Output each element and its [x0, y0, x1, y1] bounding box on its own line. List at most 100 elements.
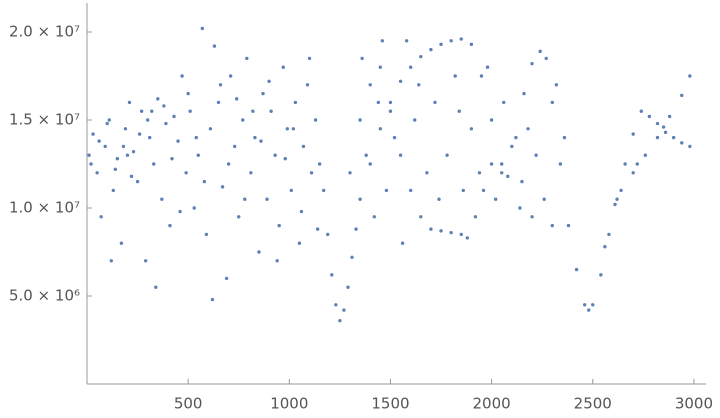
x-tick-label: 3000 — [675, 395, 713, 413]
data-point — [453, 74, 457, 78]
data-point — [419, 54, 423, 59]
data-point — [87, 153, 91, 157]
data-point — [265, 197, 269, 201]
data-point — [500, 162, 504, 166]
data-point — [348, 171, 352, 175]
data-point — [607, 232, 611, 237]
data-point — [378, 127, 383, 131]
data-point — [413, 118, 417, 122]
data-point — [218, 83, 223, 87]
data-point — [135, 179, 140, 184]
data-point — [582, 303, 587, 307]
data-point — [259, 139, 263, 143]
data-point — [178, 209, 182, 214]
data-point — [309, 171, 314, 175]
data-point — [655, 135, 660, 140]
data-point — [380, 39, 385, 43]
data-point — [297, 241, 302, 245]
x-tick-label: 1500 — [371, 395, 409, 413]
data-point — [520, 179, 524, 184]
data-point — [237, 215, 241, 219]
data-point — [277, 223, 281, 228]
data-point — [109, 259, 113, 263]
data-point — [354, 227, 358, 231]
data-point — [342, 308, 346, 312]
data-point — [680, 93, 684, 98]
data-point — [360, 56, 364, 61]
data-point — [170, 157, 174, 161]
data-point — [613, 202, 617, 207]
data-point — [408, 65, 413, 69]
data-point — [550, 223, 554, 228]
data-point — [267, 79, 271, 83]
data-point — [558, 162, 563, 166]
y-tick-label: 2.0 × 10⁷ — [9, 23, 80, 41]
data-point — [398, 153, 403, 157]
data-point — [688, 74, 692, 78]
data-point — [542, 197, 546, 201]
data-point — [688, 144, 692, 149]
data-point — [481, 188, 486, 193]
data-point — [245, 56, 249, 61]
data-point — [160, 197, 164, 201]
data-point — [125, 153, 130, 157]
data-point — [398, 79, 403, 83]
data-point — [485, 65, 490, 69]
data-point — [202, 179, 207, 184]
data-point — [404, 39, 409, 43]
y-tick-label: 5.0 × 10⁶ — [9, 287, 80, 305]
data-point — [91, 132, 95, 136]
data-point — [530, 61, 534, 66]
data-point — [392, 135, 397, 140]
data-point — [615, 197, 619, 201]
data-point — [591, 303, 595, 307]
data-point — [384, 188, 389, 193]
data-point — [457, 109, 461, 113]
data-point — [137, 132, 142, 136]
data-point — [139, 109, 144, 113]
data-point — [89, 162, 93, 166]
data-point — [152, 162, 156, 166]
data-point — [103, 144, 107, 149]
data-point — [445, 153, 449, 157]
data-point — [330, 273, 334, 277]
x-tick-label: 2000 — [473, 395, 511, 413]
data-point — [510, 144, 514, 149]
data-point — [235, 97, 239, 101]
data-point — [544, 56, 548, 61]
data-point — [502, 100, 506, 105]
data-point — [196, 153, 200, 157]
data-point — [500, 171, 504, 175]
data-point — [95, 171, 99, 175]
data-point — [417, 83, 421, 87]
data-point — [368, 162, 372, 166]
data-point — [176, 139, 180, 143]
data-point — [667, 114, 672, 119]
data-point — [275, 259, 279, 263]
data-point — [313, 118, 318, 122]
data-point — [449, 230, 453, 235]
data-point — [243, 197, 247, 201]
data-point — [534, 153, 538, 157]
data-point — [489, 162, 494, 166]
data-point — [192, 206, 196, 210]
data-point — [123, 127, 128, 131]
data-point — [127, 100, 132, 105]
data-point — [429, 47, 433, 52]
data-point — [388, 100, 393, 105]
data-point — [212, 44, 217, 48]
data-point — [220, 185, 225, 189]
data-point — [639, 109, 644, 113]
data-point — [315, 227, 320, 231]
data-point — [477, 171, 482, 175]
data-point — [168, 223, 172, 228]
data-point — [184, 171, 188, 175]
data-point — [334, 303, 338, 307]
data-point — [305, 83, 310, 87]
data-point — [459, 37, 463, 41]
data-point — [514, 135, 518, 140]
data-point — [162, 104, 166, 108]
data-point — [378, 65, 383, 69]
data-point — [172, 114, 176, 119]
data-point — [538, 49, 542, 54]
